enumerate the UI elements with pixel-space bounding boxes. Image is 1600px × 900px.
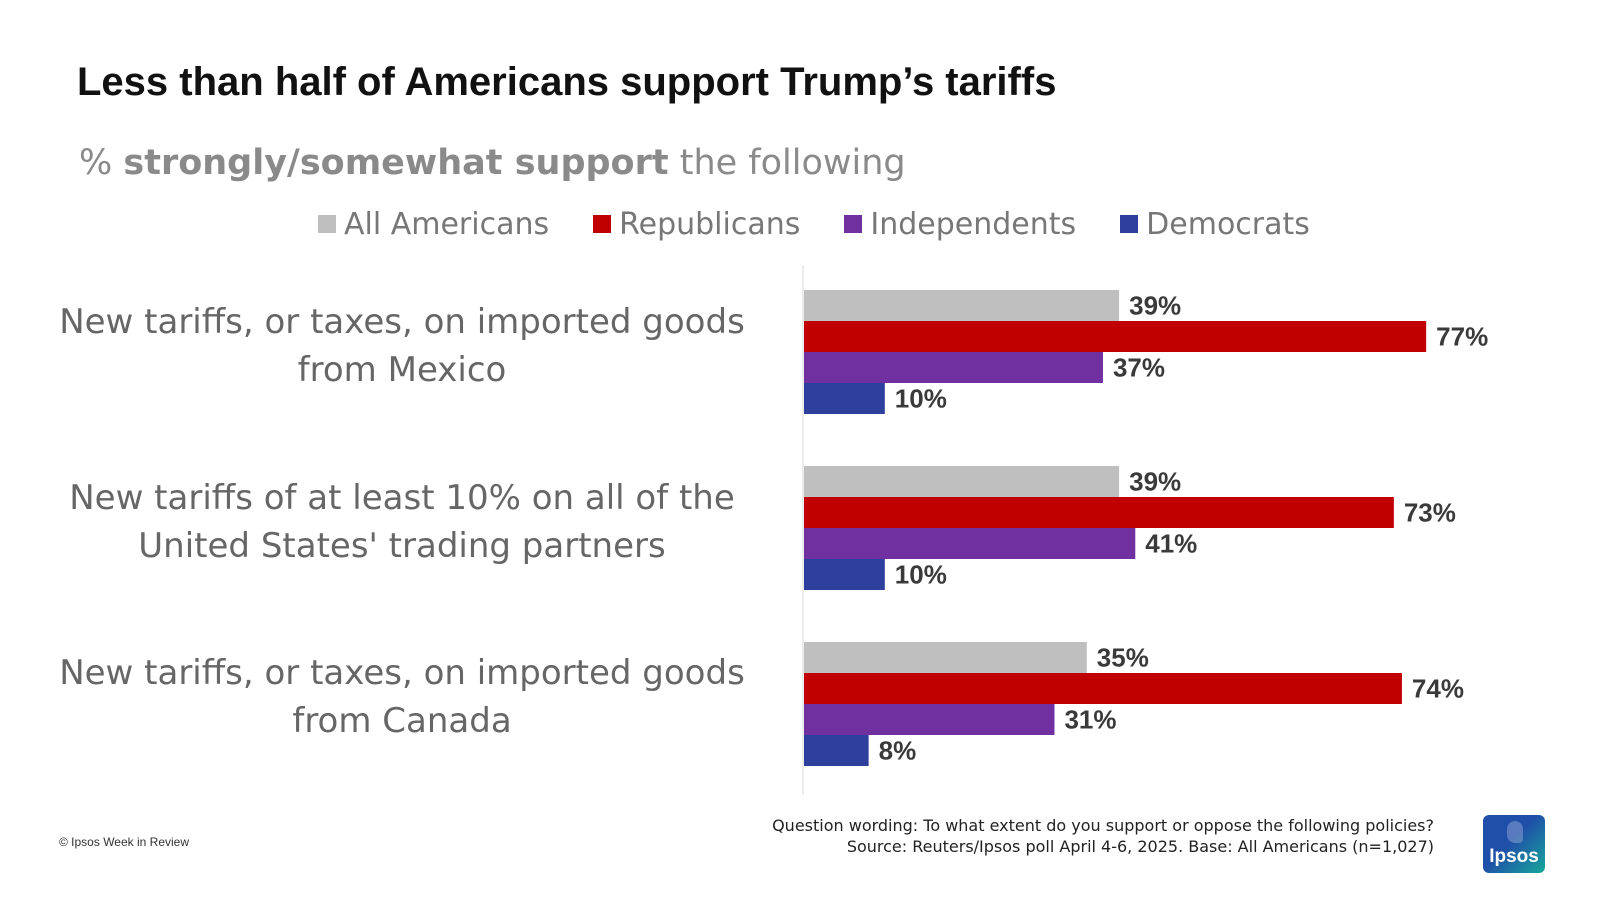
bar-value-label: 10% [895,560,947,590]
category-label-line: from Canada [292,701,512,741]
legend-item-democrats: Democrats [1120,207,1310,242]
category-label-all-partners: New tariffs of at least 10% on all of th… [32,474,772,570]
bar-democrats [804,735,869,766]
bar-all-americans [804,290,1120,321]
legend-label-republicans: Republicans [619,206,801,242]
bar-value-label: 77% [1436,322,1488,352]
legend-swatch-independents [844,215,863,233]
bar-value-label: 41% [1145,529,1197,559]
category-label-mexico: New tariffs, or taxes, on imported goods… [32,298,772,394]
bar-value-label: 73% [1404,498,1456,528]
category-label-line: from Mexico [297,350,507,390]
bar-democrats [804,559,885,590]
category-label-canada: New tariffs, or taxes, on imported goods… [32,649,772,745]
bar-value-label: 10% [895,384,947,414]
logo-text: Ipsos [1489,846,1539,867]
legend-swatch-democrats [1120,215,1139,233]
bar-independents [804,704,1055,735]
bar-all-americans [804,642,1087,673]
bar-value-label: 39% [1129,291,1181,321]
legend-item-all-americans: All Americans [318,207,549,242]
bar-value-label: 8% [879,736,917,766]
category-label-line: United States' trading partners [138,526,666,566]
bar-republicans [804,497,1394,528]
bar-independents [804,352,1103,383]
subtitle-suffix: the following [668,143,906,183]
ipsos-logo: Ipsos [1483,815,1545,873]
bar-value-label: 37% [1113,353,1165,383]
chart-legend: All Americans Republicans Independents D… [318,204,1310,244]
legend-label-democrats: Democrats [1146,206,1310,242]
bar-independents [804,528,1136,559]
chart-subtitle: % strongly/somewhat support the followin… [79,143,906,183]
bar-democrats [804,383,885,414]
legend-label-all-americans: All Americans [344,206,550,242]
question-wording: Question wording: To what extent do you … [772,816,1434,835]
subtitle-prefix: % [79,143,124,183]
logo-head-shape [1507,821,1523,843]
source-text: Source: Reuters/Ipsos poll April 4-6, 20… [846,837,1434,856]
legend-item-independents: Independents [844,207,1076,242]
bar-all-americans [804,466,1120,497]
copyright-note: © Ipsos Week in Review [59,835,190,849]
bar-republicans [804,673,1402,704]
chart-title: Less than half of Americans support Trum… [77,60,1057,104]
legend-item-republicans: Republicans [593,207,800,242]
category-label-line: New tariffs, or taxes, on imported goods [59,302,745,342]
bar-value-label: 39% [1129,467,1181,497]
legend-swatch-all-americans [318,215,336,233]
category-label-line: New tariffs of at least 10% on all of th… [69,478,735,518]
source-note: Question wording: To what extent do you … [772,815,1434,857]
bar-republicans [804,321,1427,352]
subtitle-bold: strongly/somewhat support [123,143,669,183]
bar-value-label: 35% [1097,643,1149,673]
category-label-line: New tariffs, or taxes, on imported goods [59,653,745,693]
legend-swatch-republicans [593,215,612,233]
bar-value-label: 31% [1064,705,1116,735]
legend-label-independents: Independents [870,206,1077,242]
bar-value-label: 74% [1412,674,1464,704]
